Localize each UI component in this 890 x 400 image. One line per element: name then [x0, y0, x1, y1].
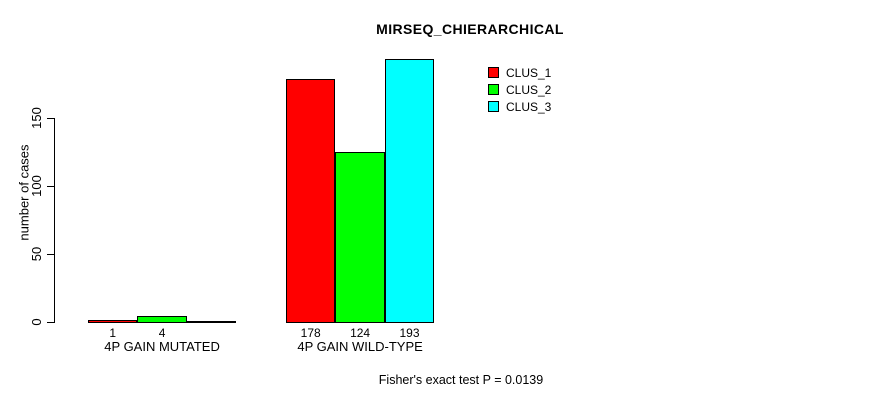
- bar-clus_3-2: [384, 58, 435, 323]
- legend-swatch-icon: [488, 101, 499, 112]
- y-axis-tick: [47, 118, 55, 119]
- y-axis-tick-label: 150: [29, 107, 44, 129]
- y-axis-tick-label: 50: [29, 246, 44, 262]
- bar-value-label: 124: [350, 326, 371, 340]
- legend-label: CLUS_1: [506, 66, 552, 80]
- y-axis-tick: [47, 186, 55, 187]
- y-axis-tick: [47, 322, 55, 323]
- legend-swatch-icon: [488, 67, 499, 78]
- fisher-test-annotation: Fisher's exact test P = 0.0139: [378, 373, 544, 387]
- y-axis-tick: [47, 254, 55, 255]
- x-category-label: 4P GAIN WILD-TYPE: [297, 339, 423, 354]
- legend-label: CLUS_2: [506, 83, 552, 97]
- bar-clus_2-2: [335, 152, 385, 323]
- y-axis-tick-label: 0: [29, 318, 44, 326]
- legend-label: CLUS_3: [506, 100, 552, 114]
- chart-title: MIRSEQ_CHIERARCHICAL: [376, 21, 564, 37]
- y-axis-tick-label: 100: [29, 175, 44, 197]
- legend-swatch-icon: [488, 84, 499, 95]
- bar-clus_3-1: [186, 321, 237, 323]
- bar-value-label: 193: [399, 326, 420, 340]
- x-category-label: 4P GAIN MUTATED: [104, 339, 220, 354]
- bar-clus_2-1: [137, 315, 187, 323]
- y-axis-line: [54, 118, 55, 322]
- bar-value-label: 1: [109, 326, 117, 340]
- bar-value-label: 4: [158, 326, 166, 340]
- bar-value-label: 178: [300, 326, 321, 340]
- bar-clus_1-2: [286, 78, 336, 323]
- bar-clus_1-1: [88, 319, 138, 323]
